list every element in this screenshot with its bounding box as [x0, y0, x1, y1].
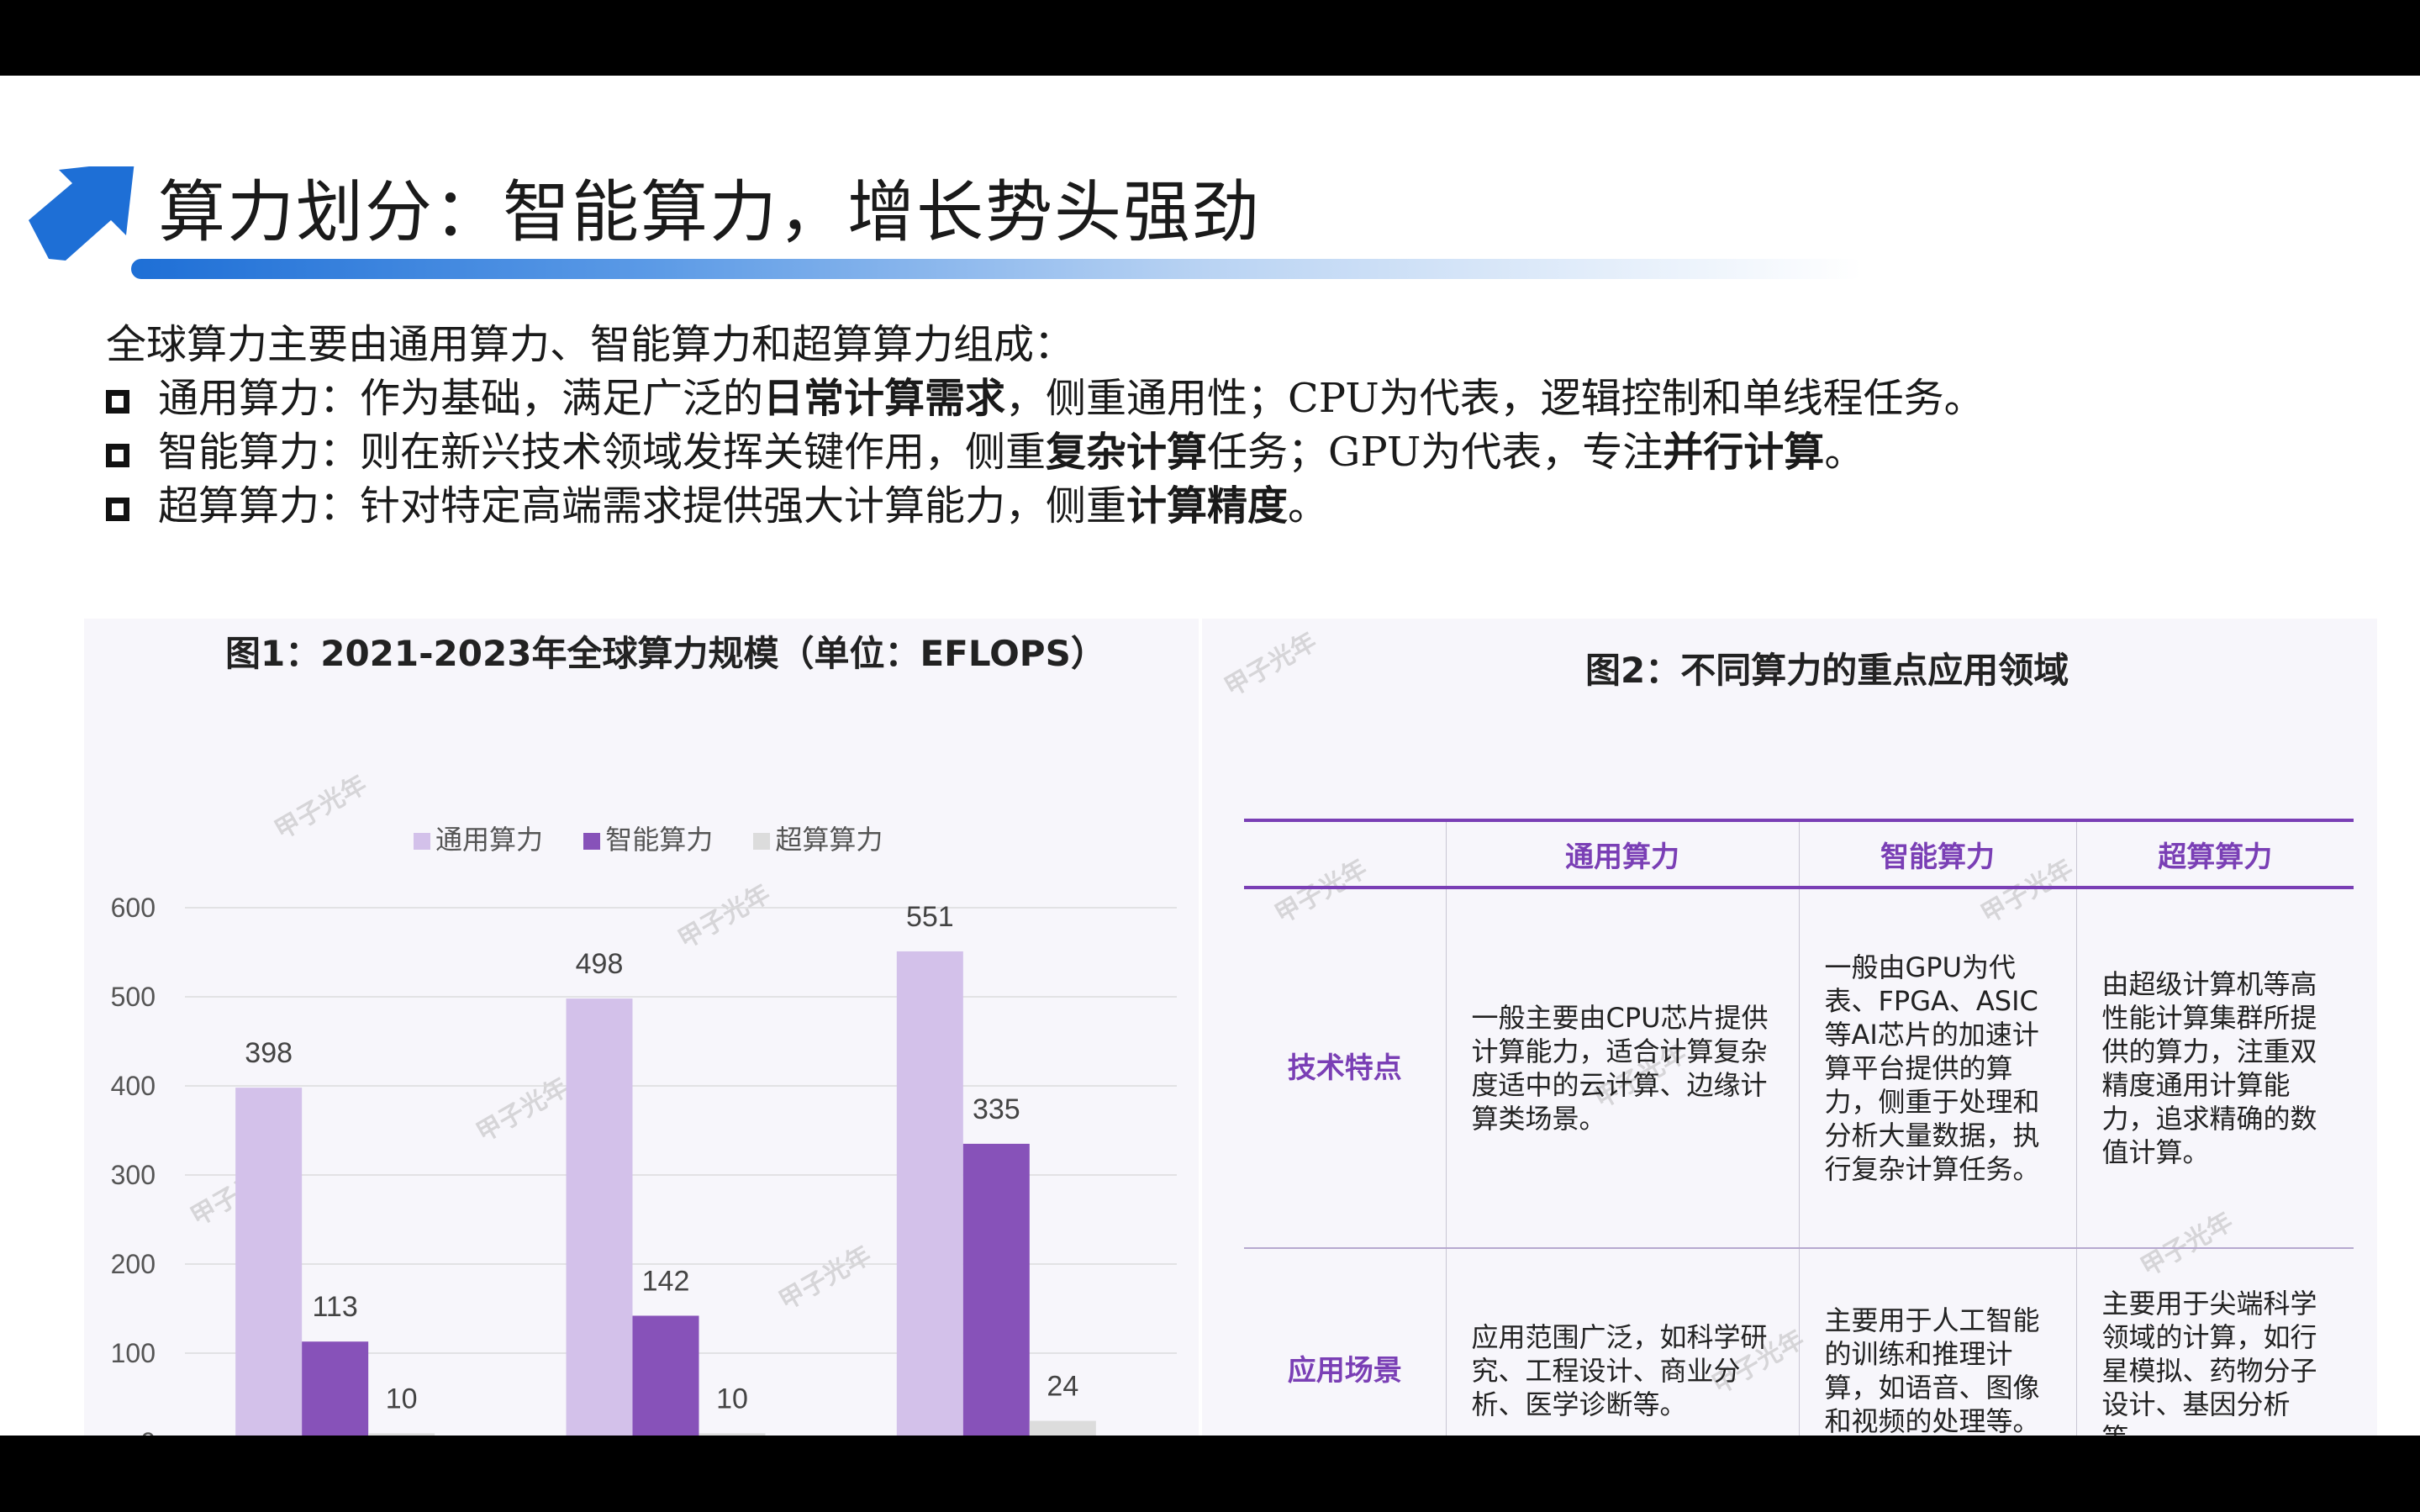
data-label: 142 [642, 1265, 690, 1297]
table-title: 图2：不同算力的重点应用领域 [1585, 650, 2069, 691]
data-label: 10 [386, 1383, 418, 1415]
legend-item: 通用算力 [414, 819, 543, 857]
table-cell: 应用范围广泛，如科学研究、工程设计、商业分析、医学诊断等。 [1445, 1248, 1799, 1436]
data-label: 498 [576, 948, 624, 980]
table-cell: 一般由GPU为代表、FPGA、ASIC等AI芯片的加速计算平台提供的算力，侧重于… [1798, 888, 2076, 1249]
bar [235, 1088, 303, 1436]
chart-panel: 甲子光年 甲子光年 甲子光年 甲子光年 甲子光年 图1：2021-2023年全球… [84, 619, 1199, 1436]
legend-item: 超算算力 [753, 819, 883, 857]
data-label: 398 [245, 1037, 293, 1069]
table-header: 智能算力 [1798, 820, 2076, 889]
intro-point-general: 通用算力：作为基础，满足广泛的日常计算需求，侧重通用性；CPU为代表，逻辑控制和… [106, 371, 1985, 425]
table-header: 通用算力 [1445, 820, 1799, 889]
bar [962, 1143, 1030, 1436]
bar [632, 1315, 699, 1436]
row-header: 应用场景 [1287, 1354, 1402, 1388]
page-title: 算力划分：智能算力，增长势头强劲 [158, 173, 1261, 251]
y-tick-label: 100 [111, 1338, 156, 1368]
checkbox-square-icon [106, 498, 129, 521]
y-tick-label: 200 [111, 1249, 156, 1279]
y-tick-label: 0 [140, 1427, 156, 1436]
title-underline [131, 259, 1863, 279]
row-header: 技术特点 [1244, 888, 1446, 1249]
table-row: 技术特点 一般主要由CPU芯片提供计算能力，适合计算复杂度适中的云计算、边缘计算… [1244, 888, 2354, 1249]
legend-item: 智能算力 [583, 819, 713, 857]
intro-point-supercomputing: 超算算力：针对特定高端需求提供强大计算能力，侧重计算精度。 [106, 479, 1985, 533]
checkbox-square-icon [106, 390, 129, 414]
y-tick-label: 600 [111, 893, 156, 923]
watermark: 甲子光年 [1220, 626, 1322, 703]
bar-chart: 0100200300400500600398113102021498142102… [111, 893, 1177, 1436]
bar [1029, 1420, 1096, 1436]
table-cell: 由超级计算机等高性能计算集群所提供的算力，注重双精度通用计算能力，追求精确的数值… [2075, 888, 2354, 1249]
y-tick-label: 300 [111, 1160, 156, 1190]
data-label: 113 [313, 1291, 358, 1323]
y-tick-label: 400 [111, 1071, 156, 1101]
chart-title: 图1：2021-2023年全球算力规模（单位：EFLOPS） [225, 633, 1106, 674]
arrow-icon [29, 166, 134, 261]
data-label: 551 [906, 901, 954, 933]
y-tick-label: 500 [111, 982, 156, 1012]
slide: 算力划分：智能算力，增长势头强劲 全球算力主要由通用算力、智能算力和超算算力组成… [0, 76, 2420, 1436]
table-cell: 主要用于人工智能的训练和推理计算，如语音、图像和视频的处理等。 [1798, 1248, 2076, 1436]
table-cell: 主要用于尖端科学领域的计算，如行星模拟、药物分子设计、基因分析等。 [2075, 1248, 2354, 1436]
intro-text: 全球算力主要由通用算力、智能算力和超算算力组成： 通用算力：作为基础，满足广泛的… [106, 318, 1985, 533]
intro-point-intelligent: 智能算力：则在新兴技术领域发挥关键作用，侧重复杂计算任务；GPU为代表，专注并行… [106, 425, 1985, 479]
checkbox-square-icon [106, 444, 129, 467]
bar [566, 998, 633, 1436]
legend-swatch [414, 833, 430, 850]
bar [302, 1341, 369, 1436]
chart-legend: 通用算力 智能算力 超算算力 [414, 819, 915, 857]
data-label: 335 [973, 1093, 1020, 1125]
legend-swatch [583, 833, 601, 850]
data-label: 10 [716, 1383, 748, 1415]
intro-lead: 全球算力主要由通用算力、智能算力和超算算力组成： [106, 321, 1075, 368]
bar [896, 951, 963, 1436]
table-row: 应用场景 应用范围广泛，如科学研究、工程设计、商业分析、医学诊断等。 主要用于人… [1244, 1248, 2354, 1436]
table-header: 超算算力 [2075, 820, 2354, 889]
table-header [1244, 820, 1446, 889]
table-header-row: 通用算力 智能算力 超算算力 [1244, 820, 2354, 889]
data-label: 24 [1047, 1371, 1078, 1403]
bar [368, 1433, 435, 1436]
comparison-table: 通用算力 智能算力 超算算力 技术特点 一般主要由CPU芯片提供计算能力，适合计… [1244, 819, 2354, 1436]
legend-swatch [753, 833, 771, 850]
bar [699, 1433, 766, 1436]
table-cell: 一般主要由CPU芯片提供计算能力，适合计算复杂度适中的云计算、边缘计算类场景。 [1445, 888, 1799, 1249]
table-panel: 甲子光年 甲子光年 甲子光年 甲子光年 甲子光年 甲子光年 图2：不同算力的重点… [1202, 619, 2377, 1436]
